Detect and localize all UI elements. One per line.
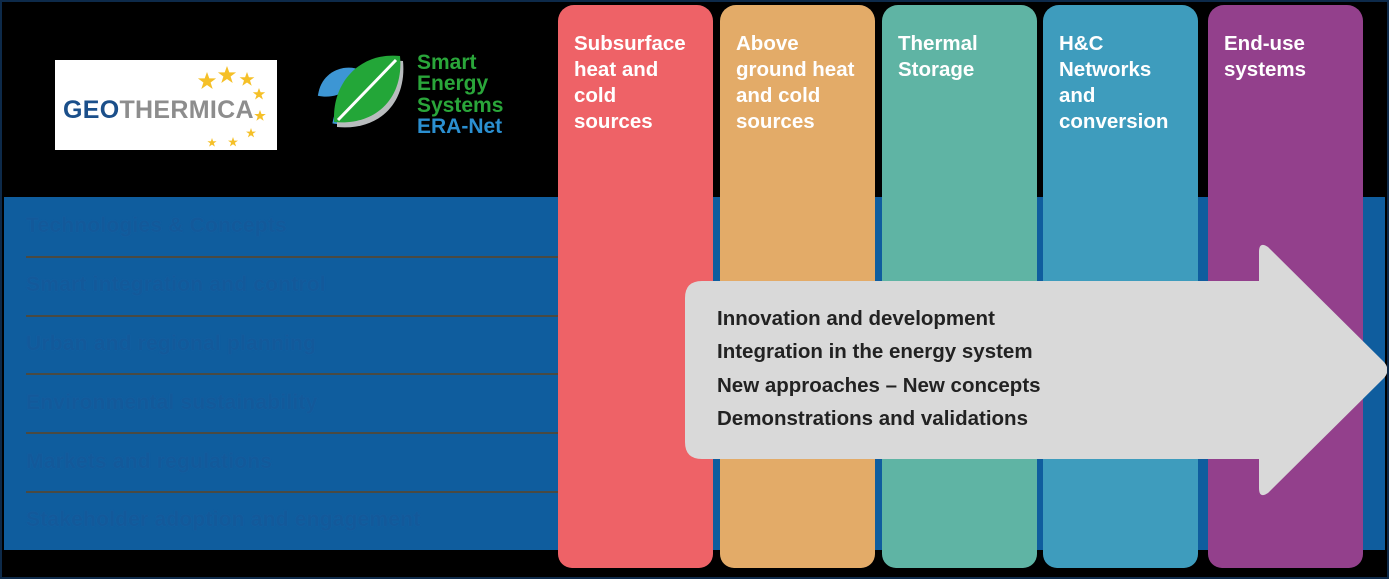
eu-stars-icon [197,66,266,147]
leaf-icon [317,55,404,128]
smart-energy-systems-wordmark: Smart Energy Systems ERA-Net [417,52,503,138]
geothermica-logo: GEOTHERMICA [55,60,277,150]
theme-row-urban-regional-planning[interactable]: Urban and regional planning [4,314,562,374]
pillar-label: Subsurface heat and cold sources [574,32,686,134]
theme-label: Urban and regional planning [26,331,317,355]
theme-row-smart-integration-control[interactable]: Smart integration and control [4,255,562,315]
pillar-label: Above ground heat and cold sources [736,32,855,134]
arrow-shape-icon [685,244,1388,496]
theme-row-environmental-sustainability[interactable]: Environmental sustainability [4,373,562,432]
ses-line-eranet: ERA-Net [417,115,503,139]
ses-line-systems: Systems [417,93,504,117]
pillar-label: H&C Networks and conversion [1059,32,1169,134]
geothermica-wordmark-geo: GEO [63,96,120,124]
theme-label: Markets and regulations [26,449,273,473]
theme-label: Technologies & Concepts [26,214,287,238]
geothermica-wordmark-thermica: THERMICA [119,96,254,124]
theme-label: Environmental sustainability [26,390,318,414]
ses-line-smart: Smart [417,51,477,74]
theme-list: Technologies & Concepts Smart integratio… [4,197,562,550]
theme-row-technologies-concepts[interactable]: Technologies & Concepts [4,197,562,256]
arrow-line-integration: Integration in the energy system [717,340,1033,364]
arrow-line-new-approaches: New approaches – New concepts [717,373,1041,397]
smart-energy-systems-logo: Smart Energy Systems ERA-Net [312,52,527,162]
pillar-subsurface[interactable]: Subsurface heat and cold sources [558,5,713,568]
innovation-arrow: Innovation and development Integration i… [684,240,1389,500]
pillar-label: Thermal Storage [898,32,978,82]
arrow-text-block: Innovation and development Integration i… [717,302,1041,436]
arrow-line-innovation: Innovation and development [717,307,995,330]
theme-row-markets-regulations[interactable]: Markets and regulations [4,432,562,491]
geothermica-wordmark: GEOTHERMICA [63,96,254,125]
arrow-line-demonstrations: Demonstrations and validations [717,407,1028,431]
theme-label: Smart integration and control [26,273,326,297]
ses-line-energy: Energy [417,72,489,96]
theme-row-stakeholder-adoption-engagement[interactable]: Stakeholder adoption and engagement [4,490,562,550]
theme-label: Stakeholder adoption and engagement [26,508,421,532]
pillar-label: End-use systems [1224,32,1307,82]
logo-band: GEOTHERMICA [0,0,558,195]
